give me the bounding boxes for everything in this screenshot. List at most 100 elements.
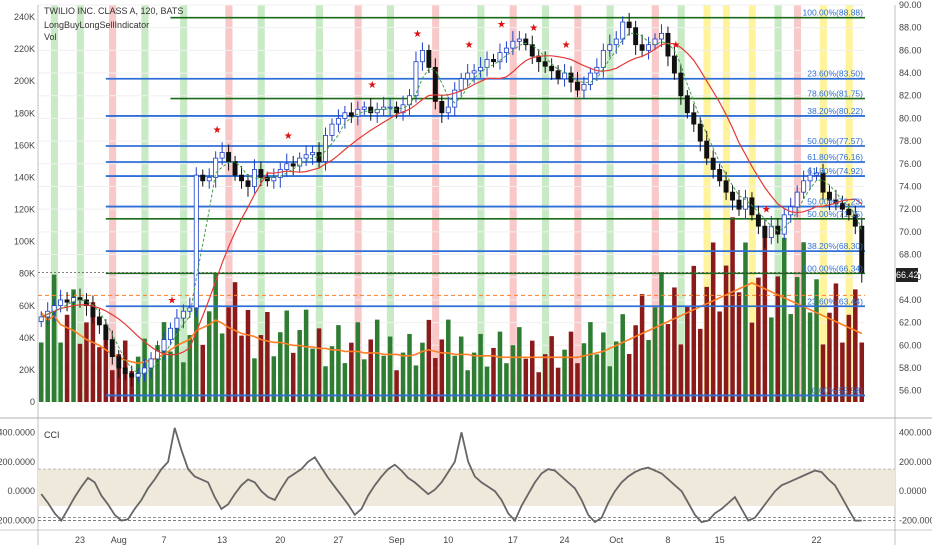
candle-body bbox=[523, 38, 529, 46]
candle-body bbox=[768, 225, 774, 238]
fib-labels: 100.00%(88.88) 23.60%(83.50) 78.60%(81.75)… bbox=[803, 8, 864, 396]
signal-band bbox=[354, 5, 362, 402]
signal-band bbox=[819, 5, 827, 402]
volume-bar bbox=[775, 276, 781, 402]
volume-tick-label: 240K bbox=[14, 12, 35, 22]
price-tick-label: 80.00 bbox=[899, 113, 922, 123]
star-signal-icon: ★ bbox=[465, 40, 474, 51]
signal-labels: ★★★★★★★★★★★★ bbox=[167, 0, 770, 306]
volume-bar bbox=[736, 292, 742, 402]
candle-body bbox=[219, 152, 225, 159]
volume-bar bbox=[310, 348, 315, 402]
candle-body bbox=[730, 191, 736, 201]
candle-body bbox=[691, 112, 697, 125]
volume-tick-label: 180K bbox=[14, 108, 35, 118]
volume-bars bbox=[38, 217, 865, 402]
candle-body bbox=[807, 174, 813, 182]
volume-bar bbox=[168, 351, 173, 402]
volume-bar bbox=[626, 353, 632, 402]
support-resistance-lines bbox=[38, 16, 865, 397]
volume-bar bbox=[594, 354, 600, 402]
volume-bar bbox=[517, 327, 522, 402]
candle-body bbox=[374, 108, 380, 114]
candle-body bbox=[348, 112, 354, 117]
candle-body bbox=[167, 327, 173, 341]
candle-body bbox=[174, 317, 180, 329]
time-tick-label: 24 bbox=[560, 535, 570, 545]
fib-level-label: 23.60%(83.50) bbox=[807, 69, 863, 79]
volume-bar bbox=[297, 329, 302, 402]
star-signal-icon: ★ bbox=[671, 40, 680, 51]
cci-tick-label-right: -200.0000 bbox=[899, 516, 932, 526]
volume-bar bbox=[271, 356, 277, 402]
volume-bar bbox=[71, 289, 76, 402]
volume-bar bbox=[64, 314, 70, 402]
volume-tick-label: 220K bbox=[14, 44, 35, 54]
candle-body bbox=[303, 154, 309, 159]
candle-body bbox=[794, 191, 800, 208]
volume-bar bbox=[581, 343, 587, 402]
volume-bar bbox=[458, 336, 464, 402]
volume-bar bbox=[245, 309, 251, 402]
price-tick-label: 62.00 bbox=[899, 318, 922, 328]
candle-body bbox=[529, 44, 535, 57]
candle-body bbox=[549, 65, 555, 72]
volume-bar bbox=[788, 314, 793, 402]
volume-bar bbox=[355, 322, 361, 402]
volume-bar bbox=[420, 342, 425, 402]
volume-bar bbox=[601, 332, 606, 402]
candle-body bbox=[510, 40, 516, 49]
signal-bands bbox=[50, 5, 853, 402]
volume-bar bbox=[239, 335, 244, 402]
candle-body bbox=[432, 66, 438, 102]
moving-averages bbox=[40, 32, 863, 374]
volume-bar bbox=[374, 319, 380, 402]
candle-body bbox=[239, 174, 244, 182]
volume-bar bbox=[265, 311, 270, 402]
volume-bar bbox=[413, 365, 419, 402]
signal-band bbox=[141, 5, 149, 402]
candle-body bbox=[439, 101, 445, 114]
volume-bar bbox=[471, 352, 477, 402]
candle-body bbox=[575, 81, 580, 91]
candle-body bbox=[497, 52, 503, 63]
candle-body bbox=[736, 199, 742, 210]
volume-bar bbox=[278, 332, 283, 402]
candle-body bbox=[58, 299, 64, 306]
volume-bar bbox=[90, 302, 96, 402]
cci-label: CCI bbox=[44, 430, 60, 440]
volume-bar bbox=[769, 317, 774, 402]
candle-body bbox=[814, 172, 820, 176]
candle-body bbox=[335, 118, 341, 125]
last-price-badge: 66.42 bbox=[896, 268, 919, 282]
signal-band bbox=[315, 5, 323, 402]
price-tick-label: 70.00 bbox=[899, 227, 922, 237]
candle-body bbox=[445, 106, 451, 114]
volume-bar bbox=[691, 265, 697, 402]
volume-tick-label: 160K bbox=[14, 140, 35, 150]
candle-body bbox=[620, 21, 626, 40]
candle-body bbox=[64, 299, 70, 303]
candle-body bbox=[103, 324, 109, 341]
volume-bar bbox=[549, 336, 554, 402]
candle-body bbox=[555, 70, 561, 80]
time-tick-label: 23 bbox=[75, 535, 85, 545]
volume-bar bbox=[426, 319, 432, 402]
cci-tick-label-left: 200.0000 bbox=[0, 457, 35, 467]
volume-bar bbox=[491, 347, 496, 402]
volume-bar bbox=[814, 279, 819, 402]
volume-bar bbox=[807, 312, 813, 402]
cci-tick-label-right: 400.0000 bbox=[899, 427, 932, 437]
candle-body bbox=[484, 59, 490, 68]
signal-band bbox=[703, 5, 711, 402]
price-tick-label: 68.00 bbox=[899, 250, 922, 260]
candle-body bbox=[142, 367, 148, 375]
candle-body bbox=[749, 197, 755, 216]
volume-bar bbox=[290, 352, 296, 402]
time-tick-label: 20 bbox=[275, 535, 285, 545]
volume-bar bbox=[387, 336, 393, 402]
volume-bar bbox=[633, 325, 638, 402]
candle-body bbox=[264, 177, 270, 182]
candle-body bbox=[503, 47, 509, 54]
